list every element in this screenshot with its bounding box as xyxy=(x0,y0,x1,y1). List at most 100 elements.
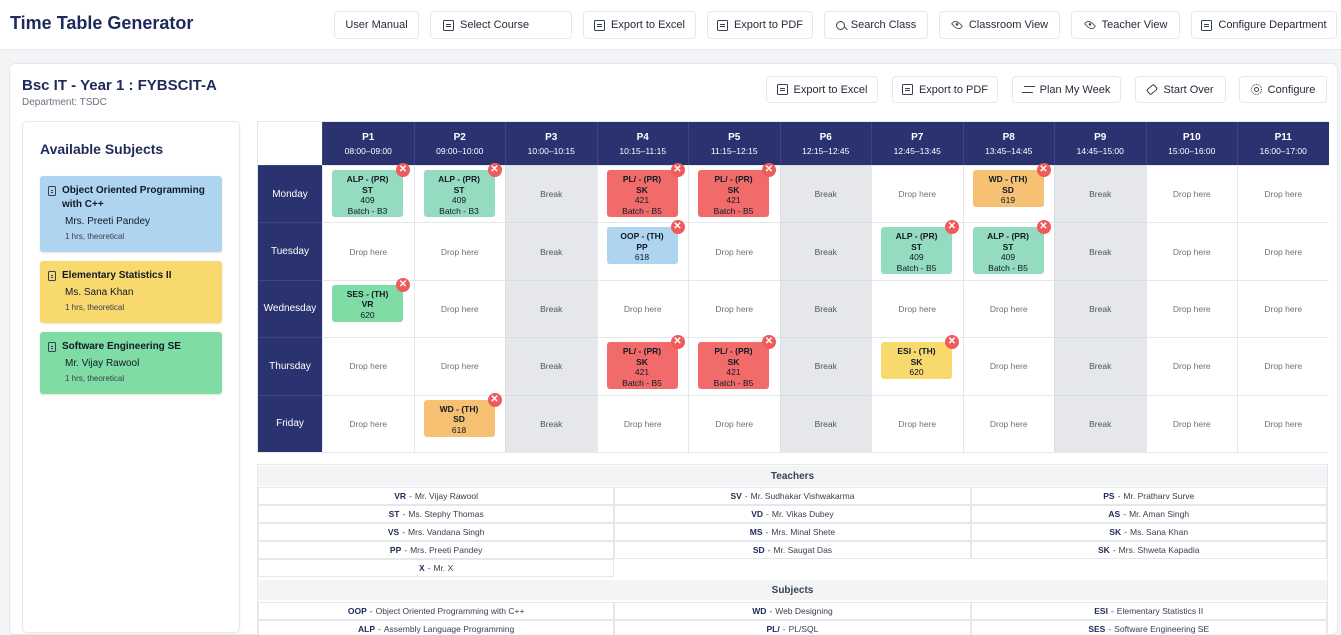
scheduled-class[interactable]: ESI - (TH) SK 620 xyxy=(881,342,952,380)
period-time: 10:00–10:15 xyxy=(527,146,575,156)
export-pdf-action-button[interactable]: Export to PDF xyxy=(892,76,998,103)
break-label: Break xyxy=(540,361,563,372)
drop-zone[interactable]: Drop here xyxy=(1145,222,1237,280)
break-cell: Break xyxy=(1054,165,1146,223)
scheduled-class[interactable]: WD - (TH) SD 619 xyxy=(972,170,1044,207)
remove-icon[interactable]: ✕ xyxy=(396,277,410,292)
remove-icon[interactable]: ✕ xyxy=(945,335,959,350)
user-manual-button[interactable]: User Manual xyxy=(334,11,419,39)
period-time: 16:00–17:00 xyxy=(1259,146,1307,156)
remove-icon[interactable]: ✕ xyxy=(945,220,959,235)
class-batch: Batch - B5 xyxy=(622,377,662,388)
scheduled-class[interactable]: WD - (TH) SD 618 xyxy=(423,399,495,437)
class-room: 421 xyxy=(634,195,650,205)
drop-here-label: Drop here xyxy=(715,246,754,257)
legend-separator: - xyxy=(1123,509,1127,519)
drop-zone[interactable]: Drop here xyxy=(688,394,780,452)
remove-icon[interactable]: ✕ xyxy=(670,335,685,350)
scheduled-class[interactable]: PL/ - (PR) SK 421 Batch - B5 xyxy=(698,342,769,390)
legend-abbr: ST xyxy=(388,509,400,519)
select-course-button[interactable]: Select Course xyxy=(430,11,572,39)
drop-zone[interactable]: Drop here xyxy=(962,394,1054,452)
drop-zone[interactable]: Drop here xyxy=(962,279,1054,338)
scheduled-class[interactable]: PL/ - (PR) SK 421 Batch - B5 xyxy=(606,170,678,217)
class-room: 619 xyxy=(1000,195,1016,205)
class-teacher: ST xyxy=(453,184,465,195)
search-class-button[interactable]: Search Class xyxy=(824,11,928,39)
scheduled-class[interactable]: ALP - (PR) ST 409 Batch - B5 xyxy=(881,227,952,275)
drop-zone[interactable]: Drop here xyxy=(1145,394,1237,452)
break-label: Break xyxy=(540,246,563,257)
drop-zone[interactable]: Drop here xyxy=(1237,337,1329,395)
period-time: 11:15–12:15 xyxy=(710,146,758,156)
scheduled-class[interactable]: ALP - (PR) ST 409 Batch - B3 xyxy=(332,170,403,217)
drop-zone[interactable]: Drop here xyxy=(596,394,688,452)
export-pdf-button[interactable]: Export to PDF xyxy=(707,11,813,39)
configure-department-button[interactable]: Configure Department xyxy=(1191,11,1337,39)
drop-zone[interactable]: Drop here xyxy=(1145,279,1237,338)
scheduled-class[interactable]: ALP - (PR) ST 409 Batch - B3 xyxy=(423,170,495,217)
drop-zone[interactable]: Drop here xyxy=(688,222,780,280)
drop-zone[interactable]: Drop here xyxy=(322,394,414,452)
drop-zone[interactable]: Drop here xyxy=(596,279,688,338)
remove-icon[interactable]: ✕ xyxy=(487,392,502,407)
drop-zone[interactable]: Drop here xyxy=(688,279,780,338)
legend-abbr: WD xyxy=(752,606,767,616)
break-cell: Break xyxy=(779,165,871,223)
scheduled-class[interactable]: OOP - (TH) PP 618 xyxy=(606,227,678,265)
drop-zone[interactable]: Drop here xyxy=(413,337,505,395)
class-batch: Batch - B5 xyxy=(713,377,754,388)
drop-zone[interactable]: Drop here xyxy=(871,394,963,452)
scheduled-class[interactable]: SES - (TH) VR 620 xyxy=(332,284,403,322)
break-label: Break xyxy=(540,418,563,429)
remove-icon[interactable]: ✕ xyxy=(670,220,685,235)
drop-here-label: Drop here xyxy=(1264,361,1303,372)
drop-zone[interactable]: Drop here xyxy=(322,222,414,280)
configure-label: Configure xyxy=(1267,83,1316,96)
scheduled-class[interactable]: ALP - (PR) ST 409 Batch - B5 xyxy=(972,227,1044,275)
start-over-button[interactable]: Start Over xyxy=(1135,76,1226,103)
plan-my-week-button[interactable]: Plan My Week xyxy=(1012,76,1121,103)
remove-icon[interactable]: ✕ xyxy=(1036,220,1051,235)
remove-icon[interactable]: ✕ xyxy=(396,163,410,177)
select-course-label: Select Course xyxy=(460,19,530,31)
drop-zone[interactable]: Drop here xyxy=(1237,222,1329,280)
teacher-view-button[interactable]: Teacher View xyxy=(1071,11,1180,39)
subject-card[interactable]: Object Oriented Programming with C++ Mrs… xyxy=(40,176,222,252)
drop-zone[interactable]: Drop here xyxy=(962,337,1054,395)
drop-zone[interactable]: Drop here xyxy=(1145,165,1237,223)
teacher-legend-item: SV - Mr. Sudhakar Vishwakarma xyxy=(614,487,971,505)
subject-legend-item: ESI - Elementary Statistics II xyxy=(970,602,1327,620)
legend-abbr: MS xyxy=(749,527,763,537)
period-header: P3 10:00–10:15 xyxy=(505,122,597,165)
legend-abbr: SK xyxy=(1098,545,1110,555)
period-label: P1 xyxy=(362,132,375,143)
remove-icon[interactable]: ✕ xyxy=(1036,163,1051,177)
class-room: 618 xyxy=(451,424,467,435)
drop-zone[interactable]: Drop here xyxy=(413,222,505,280)
drop-zone[interactable]: Drop here xyxy=(1145,337,1237,395)
remove-icon[interactable]: ✕ xyxy=(670,163,685,177)
drop-zone[interactable]: Drop here xyxy=(871,279,963,338)
remove-icon[interactable]: ✕ xyxy=(762,163,776,177)
drop-zone[interactable]: Drop here xyxy=(871,165,963,223)
drop-here-label: Drop here xyxy=(989,361,1028,372)
drop-zone[interactable]: Drop here xyxy=(1237,165,1329,223)
remove-icon[interactable]: ✕ xyxy=(487,163,502,177)
remove-icon[interactable]: ✕ xyxy=(762,335,776,350)
drop-zone[interactable]: Drop here xyxy=(322,337,414,395)
drop-zone[interactable]: Drop here xyxy=(1237,394,1329,452)
drop-zone[interactable]: Drop here xyxy=(1237,279,1329,338)
scheduled-class[interactable]: PL/ - (PR) SK 421 Batch - B5 xyxy=(606,342,678,390)
export-excel-button[interactable]: Export to Excel xyxy=(583,11,696,39)
scheduled-class[interactable]: PL/ - (PR) SK 421 Batch - B5 xyxy=(698,170,769,217)
class-batch: Batch - B5 xyxy=(896,262,937,273)
subject-card[interactable]: Software Engineering SE Mr. Vijay Rawool… xyxy=(40,332,222,394)
configure-button[interactable]: Configure xyxy=(1239,76,1327,103)
classroom-view-button[interactable]: Classroom View xyxy=(939,11,1060,39)
export-excel-action-button[interactable]: Export to Excel xyxy=(766,76,878,103)
legend-abbr: SV xyxy=(730,491,742,501)
subject-card[interactable]: Elementary Statistics II Ms. Sana Khan 1… xyxy=(40,261,222,323)
drop-zone[interactable]: Drop here xyxy=(413,279,505,338)
drop-here-label: Drop here xyxy=(715,303,754,314)
